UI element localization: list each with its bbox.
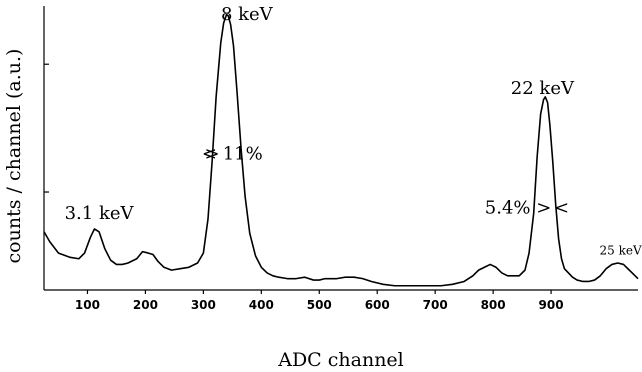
- annotation-label: <: [554, 197, 569, 218]
- annotation-label: 3.1 keV: [65, 203, 135, 224]
- x-tick-label: 900: [539, 298, 564, 312]
- labels: 8 keV 22 keV 3.1 keV 25 keV >< 11% 5.4% > <: [65, 4, 642, 257]
- annotation-label: < 11%: [202, 143, 263, 164]
- ticks: 100 200 300 400 500 600 700 800 900: [44, 63, 564, 312]
- annotation-label: 5.4% >: [485, 197, 552, 218]
- series: [43, 13, 639, 287]
- x-tick-label: 200: [133, 298, 158, 312]
- x-tick-label: 100: [75, 298, 100, 312]
- spectrum-line: [43, 13, 639, 287]
- annotation-label: 8 keV: [221, 4, 274, 25]
- x-axis-title: ADC channel: [277, 349, 404, 371]
- x-tick-label: 400: [249, 298, 274, 312]
- axes: [43, 6, 638, 291]
- x-tick-label: 500: [307, 298, 332, 312]
- x-tick-label: 300: [191, 298, 216, 312]
- y-axis-title: counts / channel (a.u.): [3, 49, 25, 264]
- annotation-label: >: [205, 143, 220, 164]
- annotation-label: 22 keV: [511, 78, 575, 99]
- annotation-label: 25 keV: [600, 244, 642, 258]
- x-tick-label: 600: [365, 298, 390, 312]
- x-tick-label: 700: [423, 298, 448, 312]
- x-tick-label: 800: [481, 298, 506, 312]
